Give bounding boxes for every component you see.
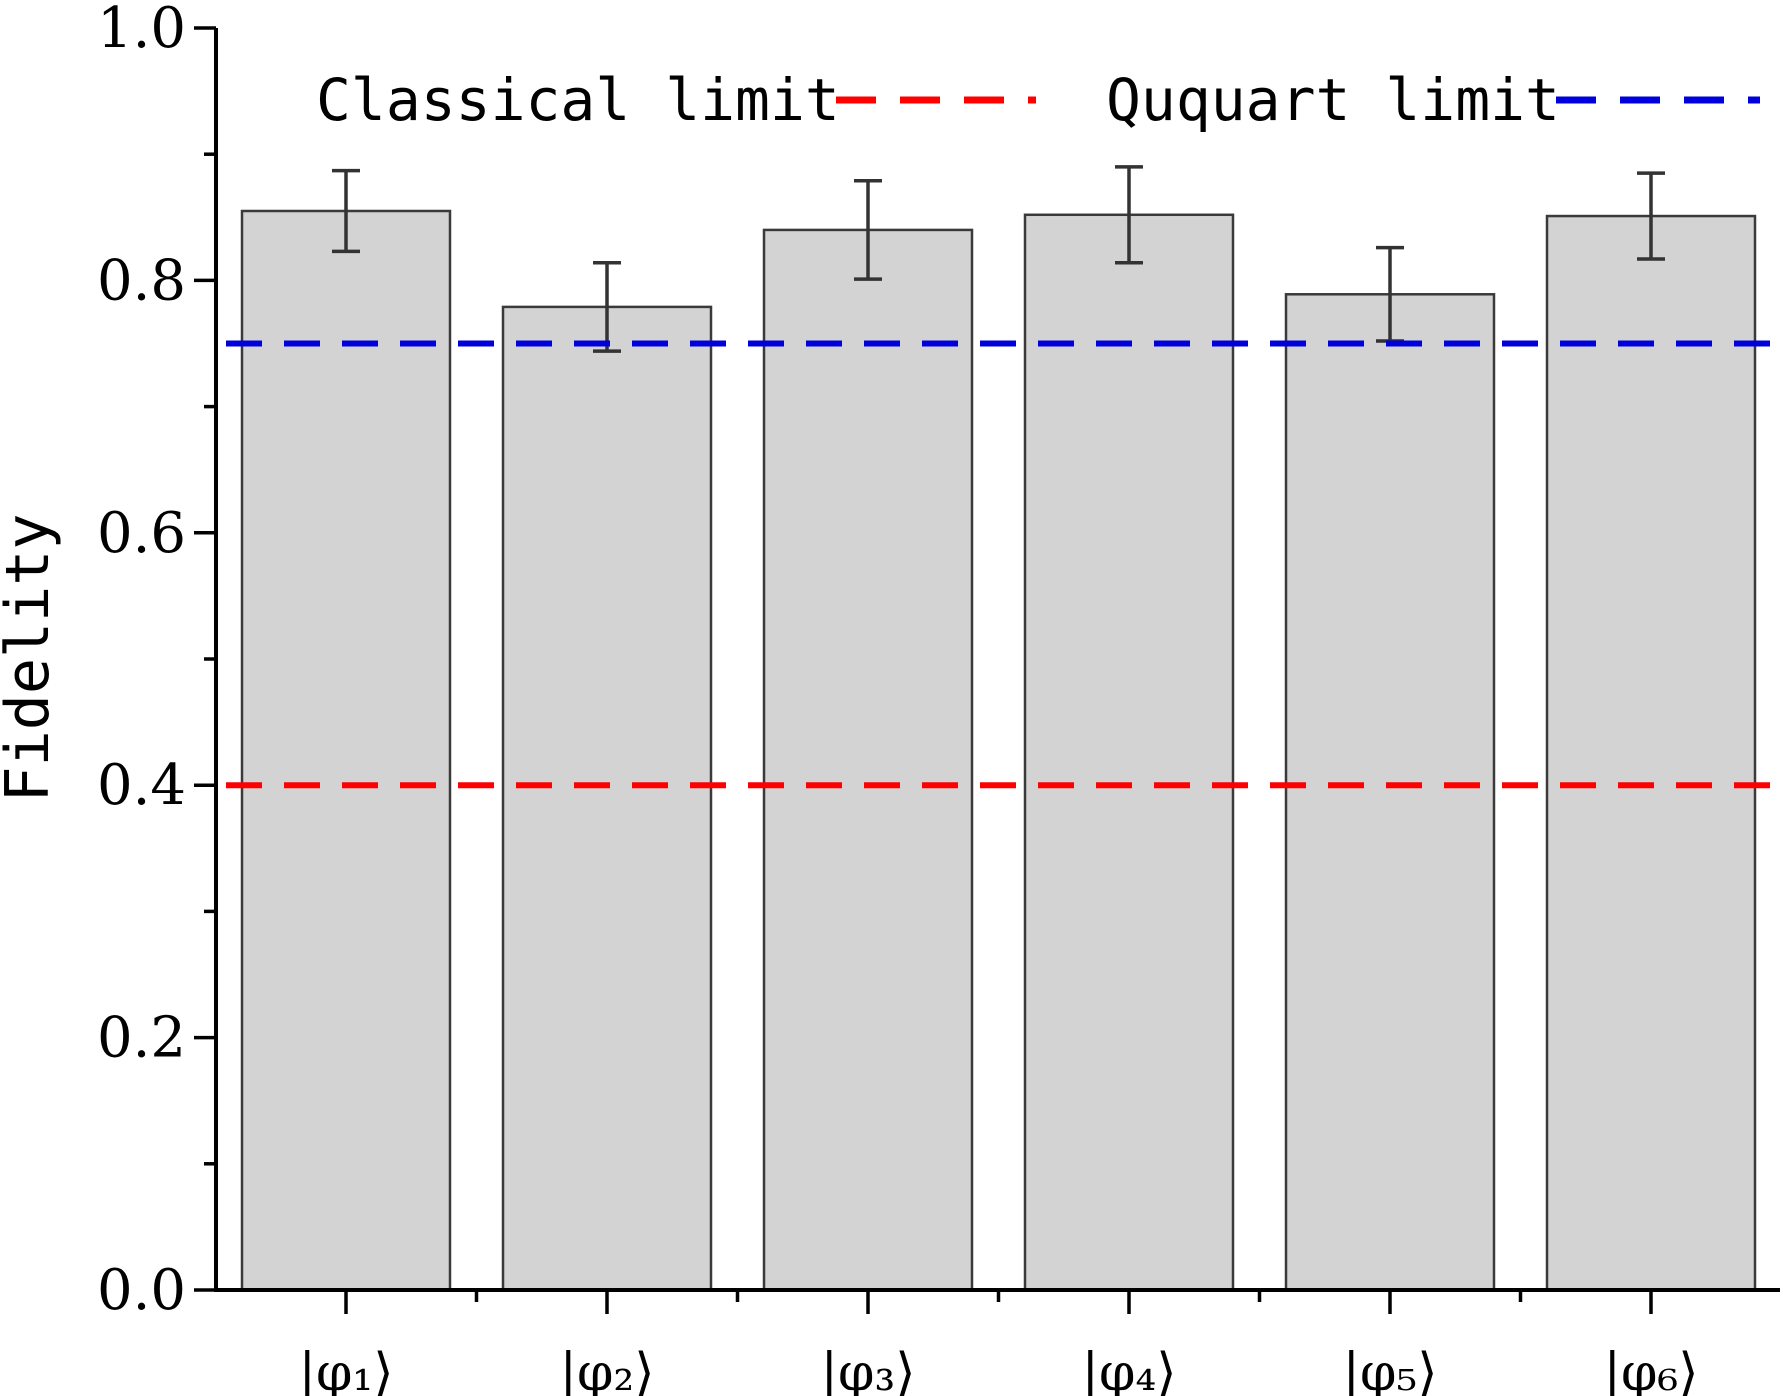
legend-label-1: Classical limit [316,66,840,134]
y-tick-label: 0.8 [97,248,186,313]
y-axis-label: Fidelity [0,514,63,803]
x-category-label-5: |φ₅⟩ [1342,1343,1437,1396]
legend-label-2: Ququart limit [1106,66,1560,134]
y-tick-label: 1.0 [97,0,186,61]
x-category-label-3: |φ₃⟩ [820,1343,915,1396]
error-bar-4 [1115,165,1143,265]
bar-5 [1284,293,1496,1292]
error-bar-2 [593,260,621,353]
error-bars-group [332,165,1665,353]
bar-6 [1545,214,1757,1292]
x-category-label-4: |φ₄⟩ [1081,1343,1176,1396]
x-category-label-2: |φ₂⟩ [559,1343,654,1396]
x-category-label-6: |φ₆⟩ [1603,1343,1698,1396]
y-tick-label: 0.0 [97,1258,186,1323]
error-bar-3 [854,178,882,281]
x-category-label-1: |φ₁⟩ [298,1343,393,1396]
bars-group [240,209,1757,1292]
error-bar-6 [1637,171,1665,261]
error-bar-1 [332,168,360,254]
y-tick-labels-group: 0.0 0.2 0.4 0.6 0.8 1.0 [97,0,186,1323]
reference-lines-group [226,340,1776,789]
bar-1 [240,209,452,1292]
bar-4 [1023,213,1235,1292]
x-category-labels-group: |φ₁⟩ |φ₂⟩ |φ₃⟩ |φ₄⟩ |φ₅⟩ |φ₆⟩ [298,1343,1698,1396]
y-tick-label: 0.6 [97,501,186,566]
axes-group [194,26,1780,1314]
bar-3 [762,228,974,1292]
legend: Classical limit Ququart limit [316,66,1760,134]
y-tick-label: 0.2 [97,1006,186,1071]
y-tick-label: 0.4 [97,753,186,818]
bar-2 [501,305,713,1292]
